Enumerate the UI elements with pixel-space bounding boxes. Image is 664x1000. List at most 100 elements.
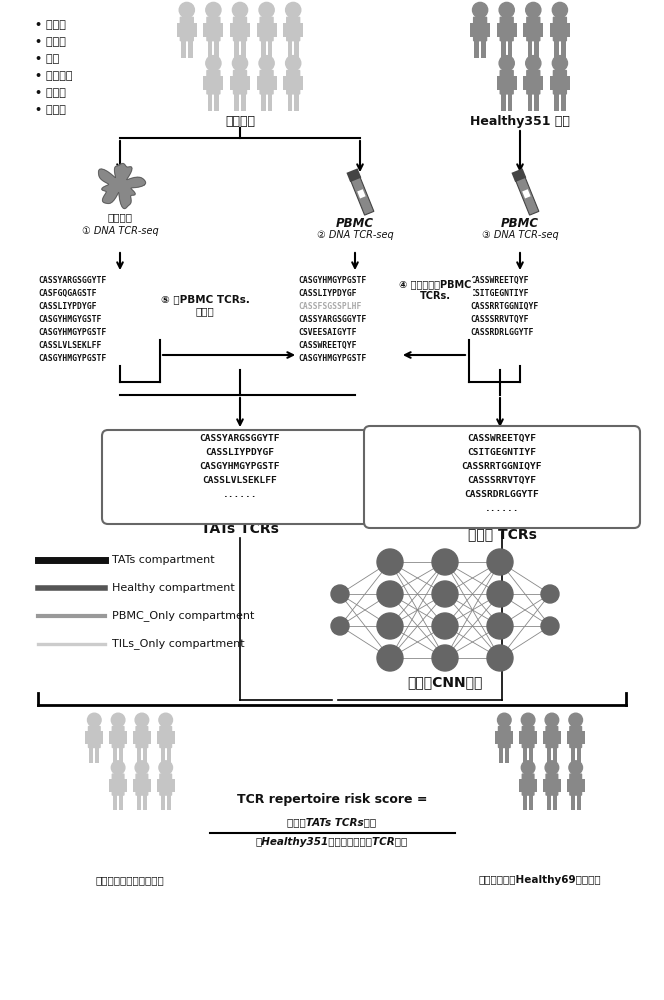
- Bar: [157, 779, 160, 792]
- Bar: [119, 795, 124, 810]
- Bar: [581, 731, 584, 744]
- Bar: [261, 40, 266, 57]
- Circle shape: [552, 56, 568, 71]
- Text: CASSLVLSEKLFF: CASSLVLSEKLFF: [38, 341, 102, 350]
- Circle shape: [497, 713, 511, 727]
- Polygon shape: [515, 176, 539, 215]
- Circle shape: [377, 645, 403, 671]
- Circle shape: [526, 56, 541, 71]
- Text: TATs compartment: TATs compartment: [112, 555, 214, 565]
- Bar: [497, 23, 501, 37]
- Bar: [256, 23, 260, 37]
- Bar: [124, 779, 127, 792]
- Bar: [552, 747, 557, 762]
- Bar: [510, 731, 513, 744]
- Text: 二分类CNN模型: 二分类CNN模型: [407, 675, 483, 689]
- Bar: [470, 23, 474, 37]
- Circle shape: [232, 56, 248, 71]
- Polygon shape: [522, 189, 531, 199]
- Bar: [124, 731, 127, 744]
- Bar: [288, 94, 292, 111]
- Bar: [95, 747, 100, 762]
- Bar: [109, 731, 113, 744]
- Text: CSITGEGNTIYF: CSITGEGNTIYF: [467, 448, 537, 457]
- Text: 肉癄队列: 肉癄队列: [225, 115, 255, 128]
- Text: CASFGQGAGSTF: CASFGQGAGSTF: [38, 289, 96, 298]
- Bar: [529, 747, 533, 762]
- Text: • 胰腺癌: • 胰腺癌: [35, 105, 66, 115]
- Circle shape: [331, 617, 349, 635]
- Bar: [528, 40, 533, 57]
- Text: CASSWREETQYF: CASSWREETQYF: [467, 434, 537, 443]
- FancyBboxPatch shape: [159, 726, 172, 748]
- FancyBboxPatch shape: [180, 17, 194, 41]
- Bar: [513, 23, 517, 37]
- Bar: [499, 747, 503, 762]
- Bar: [273, 76, 277, 90]
- Bar: [241, 40, 246, 57]
- Bar: [576, 747, 581, 762]
- Bar: [561, 94, 566, 111]
- Circle shape: [259, 2, 274, 18]
- Bar: [508, 40, 513, 57]
- Text: • 胱胱癌: • 胱胱癌: [35, 20, 66, 30]
- FancyBboxPatch shape: [159, 773, 172, 796]
- FancyBboxPatch shape: [286, 17, 300, 41]
- Circle shape: [473, 2, 487, 18]
- Text: CASSYARGSGGYTF: CASSYARGSGGYTF: [200, 434, 280, 443]
- Text: ④ 过滤正常人PBMC
TCRs.: ④ 过滤正常人PBMC TCRs.: [399, 279, 471, 301]
- Bar: [535, 94, 539, 111]
- FancyBboxPatch shape: [135, 726, 149, 748]
- Bar: [299, 76, 303, 90]
- FancyBboxPatch shape: [112, 773, 125, 796]
- Circle shape: [499, 56, 515, 71]
- Text: • 黑色素瘤: • 黑色素瘤: [35, 71, 72, 81]
- Text: ......: ......: [222, 490, 257, 499]
- Bar: [567, 731, 570, 744]
- Text: CASSLIYPDYGF: CASSLIYPDYGF: [38, 302, 96, 311]
- Text: CASSYARGSGGYTF: CASSYARGSGGYTF: [298, 315, 367, 324]
- Circle shape: [545, 761, 558, 774]
- Bar: [550, 23, 554, 37]
- Text: CASGYHMGYGSTF: CASGYHMGYGSTF: [38, 315, 102, 324]
- Circle shape: [521, 713, 535, 727]
- Bar: [570, 747, 575, 762]
- Bar: [246, 23, 250, 37]
- FancyBboxPatch shape: [552, 70, 567, 95]
- Bar: [495, 731, 499, 744]
- Bar: [284, 76, 287, 90]
- Circle shape: [499, 2, 515, 18]
- Bar: [550, 76, 554, 90]
- Bar: [89, 747, 94, 762]
- Bar: [486, 23, 490, 37]
- Bar: [534, 731, 537, 744]
- Bar: [552, 795, 557, 810]
- FancyBboxPatch shape: [135, 773, 149, 796]
- Bar: [86, 731, 89, 744]
- FancyBboxPatch shape: [473, 17, 487, 41]
- Circle shape: [432, 645, 458, 671]
- Bar: [109, 779, 113, 792]
- Text: CASGYHMGYPGSTF: CASGYHMGYPGSTF: [298, 276, 367, 285]
- Bar: [208, 40, 212, 57]
- FancyBboxPatch shape: [260, 70, 274, 95]
- Circle shape: [487, 613, 513, 639]
- Text: ⑤ 和PBMC TCRs.
取交集: ⑤ 和PBMC TCRs. 取交集: [161, 294, 250, 316]
- Text: TILs_Only compartment: TILs_Only compartment: [112, 639, 244, 649]
- Circle shape: [487, 549, 513, 575]
- Bar: [167, 747, 171, 762]
- Text: CASSRDRLGGYTF: CASSRDRLGGYTF: [470, 328, 533, 337]
- Text: 独立的肉癄病人验证队列: 独立的肉癄病人验证队列: [96, 875, 165, 885]
- Bar: [523, 747, 527, 762]
- Bar: [234, 94, 239, 111]
- FancyBboxPatch shape: [364, 426, 640, 528]
- Circle shape: [569, 713, 582, 727]
- FancyBboxPatch shape: [569, 726, 582, 748]
- Text: CASSWREETQYF: CASSWREETQYF: [298, 341, 357, 350]
- Bar: [519, 779, 523, 792]
- Bar: [203, 76, 207, 90]
- Text: CASGYHMGYPGSTF: CASGYHMGYPGSTF: [200, 462, 280, 471]
- Bar: [534, 779, 537, 792]
- Bar: [268, 40, 272, 57]
- Text: CASSSRRVTQYF: CASSSRRVTQYF: [467, 476, 537, 485]
